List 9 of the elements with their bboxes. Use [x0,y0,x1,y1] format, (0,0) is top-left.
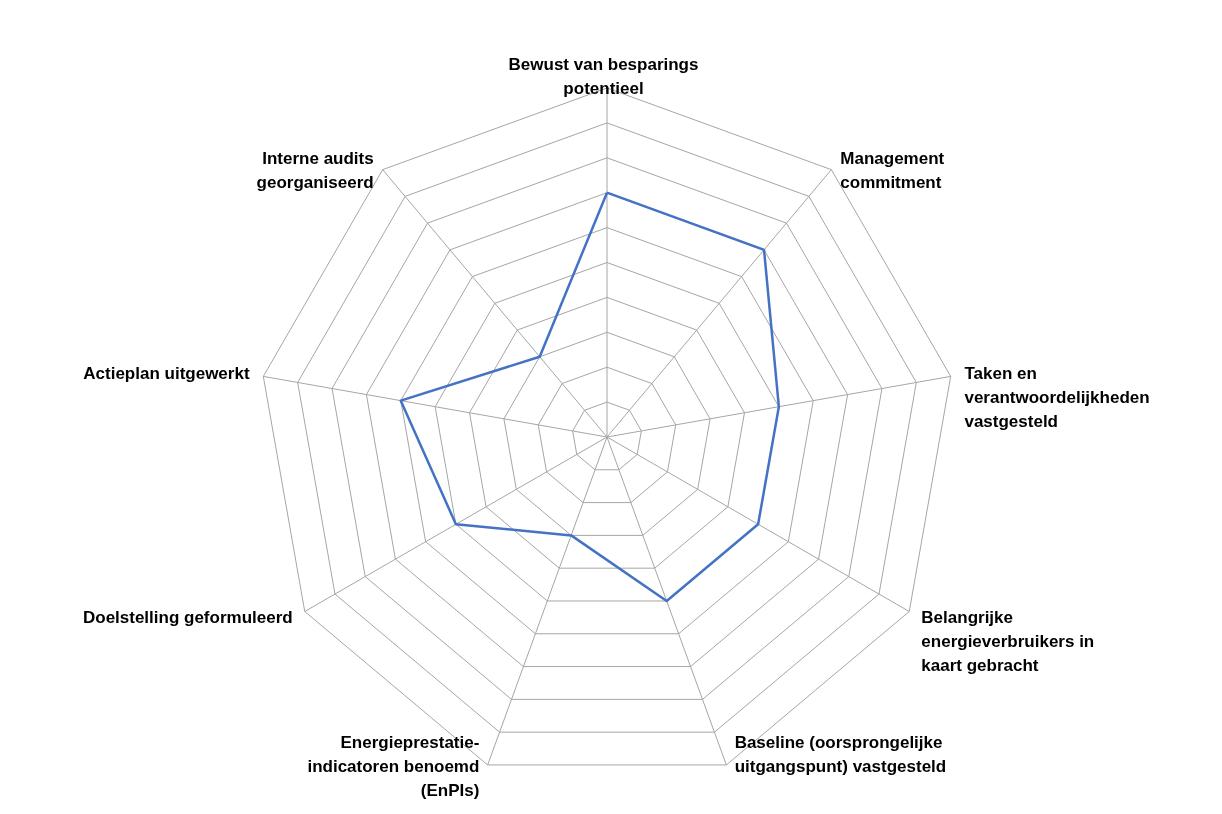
spoke-label: Interne audits georganiseerd [256,148,374,192]
spoke-label: Taken en verantwoordelijkheden vastgesteld [964,363,1150,431]
spoke-label: Management commitment [840,148,945,192]
spoke-label: Energieprestatie- indicatoren benoemd (EnPIs) [307,733,480,801]
spoke-label: Belangrijke energieverbruikers in kaart gebracht [921,608,1095,676]
spoke-label: Actieplan uitgewerkt [83,363,250,383]
spoke-label: Doelstelling geformuleerd [82,608,293,628]
spoke-label: Baseline (oorsprongelijke uitgangspunt) vastgesteld [734,733,947,777]
spoke-label: Bewust van besparings potentieel [508,55,699,99]
